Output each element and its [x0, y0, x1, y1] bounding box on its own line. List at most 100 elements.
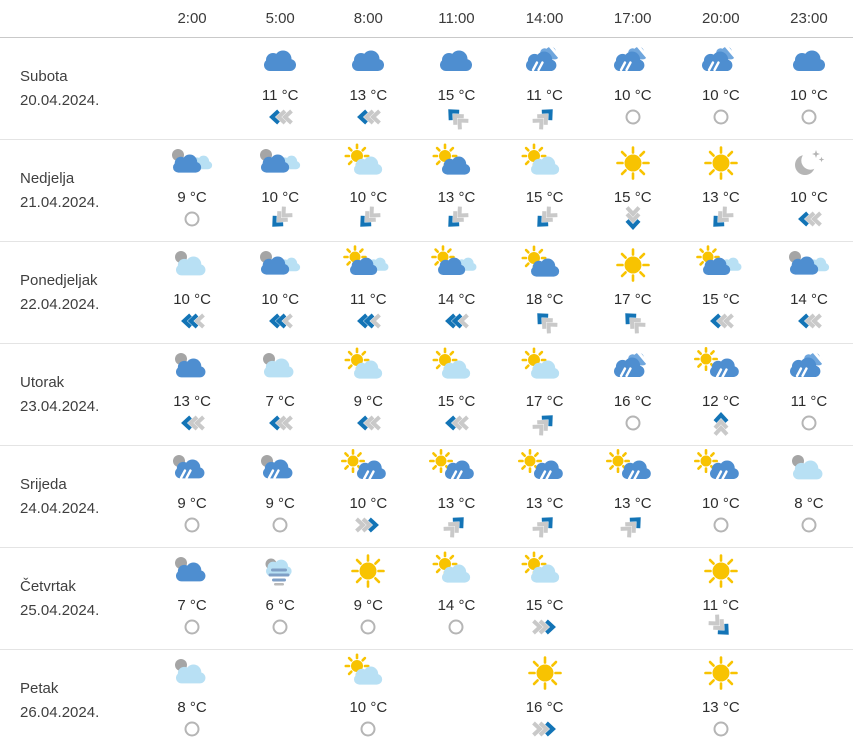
forecast-cell: 13 °C [412, 140, 500, 241]
day-name: Nedjelja [20, 170, 75, 188]
calm-wind-icon [713, 517, 729, 533]
wind-up-icon [713, 412, 729, 436]
temperature: 10 °C [701, 495, 740, 512]
forecast-cell: 15 °C [501, 140, 589, 241]
calm-wind-icon [801, 517, 817, 533]
forecast-cell [589, 650, 677, 751]
calm-wind-icon [184, 721, 200, 737]
sun-icon [615, 248, 650, 282]
time-header-row: 2:00 5:00 8:00 11:00 14:00 17:00 20:00 2… [0, 0, 853, 38]
temperature: 6 °C [265, 597, 295, 614]
temperature: 10 °C [349, 189, 388, 206]
forecast-cell [148, 38, 236, 139]
calm-wind-icon [801, 415, 817, 431]
sun-rain-icon [693, 347, 739, 379]
temperature: 14 °C [437, 291, 476, 308]
forecast-cell: 13 °C [501, 446, 589, 547]
wind-down-left-icon [272, 206, 293, 227]
temperature: 9 °C [177, 189, 207, 206]
forecast-cell: 11 °C [677, 548, 765, 649]
day-row: Utorak 23.04.2024. 13 °C 7 °C 9 °C 15 °C 17 … [0, 344, 853, 446]
clouds-gray-light-icon [175, 251, 206, 276]
sun-icon [615, 146, 650, 180]
sun-icon [351, 554, 386, 588]
sun-icon [527, 656, 562, 690]
forecast-cell [765, 650, 853, 751]
temperature: 13 °C [173, 393, 211, 410]
temperature: 13 °C [525, 495, 564, 512]
forecast-cell: 10 °C [765, 140, 853, 241]
wind-up-left-icon [536, 313, 558, 334]
wind-down-left-icon [536, 206, 558, 227]
wind-left-icon [269, 313, 294, 329]
day-name: Subota [20, 68, 68, 86]
forecast-cell: 13 °C [677, 140, 765, 241]
temperature: 17 °C [613, 291, 652, 308]
temperature: 10 °C [349, 495, 388, 512]
sun-clouds-blue-light-icon [696, 245, 742, 275]
calm-wind-icon [448, 619, 464, 635]
wind-left-icon [797, 211, 822, 227]
forecast-cell [236, 650, 324, 751]
cloud-blue-icon [792, 50, 825, 71]
temperature: 10 °C [613, 87, 652, 104]
forecast-cell: 18 °C [501, 242, 589, 343]
forecast-cell: 10 °C [677, 38, 765, 139]
wind-left-icon [357, 415, 382, 431]
calm-wind-icon [272, 517, 288, 533]
wind-left-icon [357, 109, 382, 125]
forecast-cell: 11 °C [501, 38, 589, 139]
wind-left-icon [797, 313, 822, 329]
forecast-cell: 10 °C [236, 140, 324, 241]
forecast-cell: 15 °C [501, 548, 589, 649]
temperature: 15 °C [437, 393, 476, 410]
forecast-cell [412, 650, 500, 751]
forecast-cell [765, 548, 853, 649]
forecast-cell: 10 °C [765, 38, 853, 139]
temperature: 15 °C [525, 189, 564, 206]
time-header: 23:00 [790, 10, 828, 27]
forecast-cell: 14 °C [412, 548, 500, 649]
temperature: 10 °C [701, 87, 740, 104]
time-header: 5:00 [265, 10, 295, 27]
wind-left-icon [445, 313, 470, 329]
forecast-cell: 15 °C [412, 38, 500, 139]
day-date: 20.04.2024. [20, 91, 100, 109]
forecast-cell: 17 °C [589, 242, 677, 343]
temperature: 15 °C [613, 189, 652, 206]
temperature: 11 °C [350, 291, 387, 308]
sun-cloud-light-icon [344, 653, 383, 685]
day-name: Ponedjeljak [20, 272, 98, 290]
day-row: Subota 20.04.2024. 11 °C 13 °C 15 °C 11 °C 1… [0, 38, 853, 140]
wind-right-icon [531, 721, 556, 737]
forecast-cell: 17 °C [501, 344, 589, 445]
forecast-cell: 9 °C [148, 140, 236, 241]
time-header: 2:00 [177, 10, 207, 27]
forecast-cell: 9 °C [324, 548, 412, 649]
sun-cloud-light-icon [432, 347, 471, 379]
temperature: 9 °C [177, 495, 207, 512]
rain-blue-icon [613, 45, 650, 72]
temperature: 7 °C [265, 393, 295, 410]
time-header: 11:00 [438, 10, 475, 27]
calm-wind-icon [184, 517, 200, 533]
cloud-blue-icon [440, 50, 473, 71]
wind-up-right-icon [532, 415, 553, 436]
day-date: 25.04.2024. [20, 601, 100, 619]
day-label: Ponedjeljak 22.04.2024. [0, 269, 148, 316]
sun-cloud-blue-icon [521, 245, 559, 277]
wind-left-icon [181, 415, 205, 431]
forecast-cell: 14 °C [412, 242, 500, 343]
forecast-cell: 13 °C [324, 38, 412, 139]
sun-cloud-light-icon [521, 551, 559, 583]
day-date: 26.04.2024. [20, 703, 100, 721]
forecast-cell: 11 °C [765, 344, 853, 445]
calm-wind-icon [184, 211, 200, 227]
sun-rain-icon [693, 449, 739, 481]
day-name: Četvrtak [20, 578, 76, 596]
rain-blue-icon [525, 45, 562, 72]
temperature: 17 °C [525, 393, 564, 410]
temperature: 10 °C [790, 87, 828, 104]
temperature: 10 °C [261, 189, 300, 206]
